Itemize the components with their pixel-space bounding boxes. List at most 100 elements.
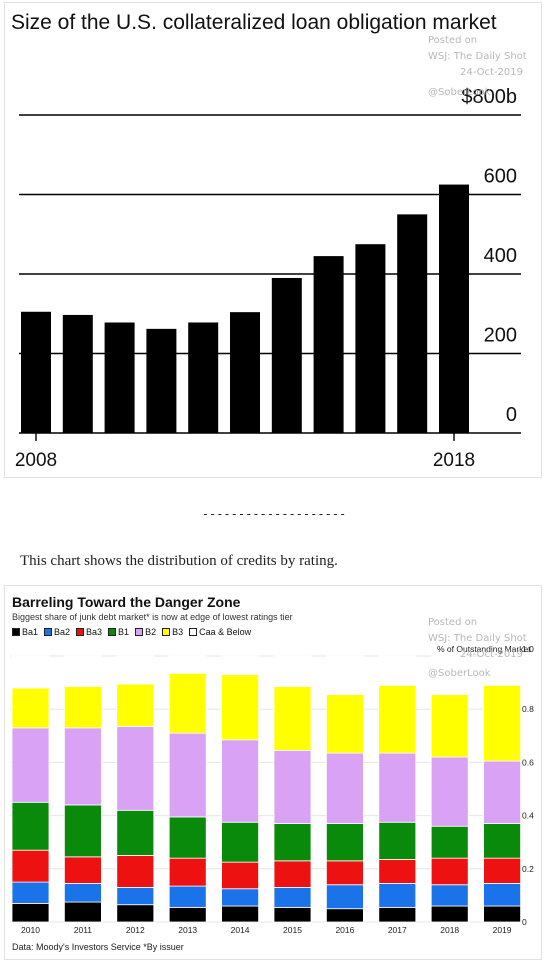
stacked-bar-segment <box>273 860 312 888</box>
watermark-source: WSJ: The Daily Shot <box>428 51 527 62</box>
stacked-bar-segment <box>116 904 155 923</box>
stacked-bar-segment <box>11 687 50 729</box>
watermark-source: WSJ: The Daily Shot <box>428 633 527 644</box>
y-tick-label: 0 <box>506 404 517 426</box>
y-tick-label: 600 <box>484 166 517 188</box>
stacked-bar-segment <box>64 686 102 729</box>
x-tick-label: 2018 <box>433 450 475 471</box>
bar <box>271 277 302 433</box>
y-tick-label: 0.2 <box>522 864 534 874</box>
stacked-bar-segment <box>221 674 260 741</box>
watermark-date: 24-Oct-2019 <box>460 649 523 660</box>
stacked-bar-segment <box>325 908 364 923</box>
stacked-bar-segment <box>273 906 312 923</box>
stacked-bar-segment <box>483 857 522 884</box>
chart-title: Barreling Toward the Danger Zone <box>12 594 241 610</box>
x-tick-label: 2017 <box>388 925 407 935</box>
stacked-bar-segment <box>483 883 522 907</box>
watermark-posted-on: Posted on <box>428 35 478 46</box>
y-tick-label: 0.8 <box>522 704 534 714</box>
legend-swatch <box>135 628 144 636</box>
x-tick-label: 2013 <box>178 925 197 935</box>
stacked-bar-segment <box>273 655 312 687</box>
chart-subtitle: Biggest share of junk debt market* is no… <box>12 612 293 622</box>
stacked-bar-segment <box>221 739 260 823</box>
bar <box>397 214 428 433</box>
stacked-bar-segment <box>378 906 417 923</box>
stacked-bar-segment <box>11 902 50 923</box>
legend-label: Ba1 <box>22 627 39 637</box>
legend-swatch <box>162 628 171 636</box>
ratings-stacked-bar-svg: 00.20.40.60.81.0% of Outstanding Market2… <box>10 644 534 935</box>
stacked-bar-segment <box>11 881 50 904</box>
y-tick-label: 0.6 <box>522 757 534 767</box>
stacked-bar-segment <box>430 884 469 907</box>
stacked-bar-segment <box>430 756 469 827</box>
stacked-bar-segment <box>325 823 364 862</box>
stacked-bar-segment <box>325 655 364 695</box>
x-tick-label: 2010 <box>21 925 40 935</box>
stacked-bar-segment <box>64 901 102 923</box>
stacked-bar-segment <box>378 752 417 823</box>
watermark-handle: @SoberLook <box>428 87 491 98</box>
bar <box>146 328 177 433</box>
bar <box>21 311 51 433</box>
legend-swatch <box>189 628 198 636</box>
stacked-bar-segment <box>430 905 469 923</box>
stacked-bar-segment <box>116 855 155 888</box>
stacked-bar-segment <box>116 655 155 685</box>
stacked-bar-segment <box>325 884 364 910</box>
stacked-bar-segment <box>325 860 364 886</box>
stacked-bar-segment <box>378 883 417 908</box>
ratings-distribution-chart: Barreling Toward the Danger Zone Biggest… <box>4 585 542 960</box>
x-tick-label: 2008 <box>15 450 57 471</box>
stacked-bar-segment <box>221 888 260 907</box>
y-tick-label: 200 <box>484 325 517 347</box>
stacked-bar-segment <box>483 905 522 923</box>
stacked-bar-segment <box>168 816 207 859</box>
stacked-bar-segment <box>221 861 260 890</box>
stacked-bar-segment <box>378 821 417 860</box>
stacked-bar-segment <box>64 856 102 884</box>
x-tick-label: 2014 <box>231 925 250 935</box>
stacked-bar-segment <box>11 801 50 851</box>
stacked-bar-segment <box>483 684 522 762</box>
stacked-bar-segment <box>483 655 522 686</box>
legend-label: Caa & Below <box>199 627 252 637</box>
stacked-bar-segment <box>11 655 50 689</box>
x-tick-label: 2012 <box>126 925 145 935</box>
bar <box>104 322 135 433</box>
x-tick-label: 2011 <box>74 925 93 935</box>
stacked-bar-segment <box>430 825 469 859</box>
y-tick-label: 0.4 <box>522 811 534 821</box>
stacked-bar-segment <box>483 760 522 824</box>
watermark-date: 24-Oct-2019 <box>460 67 523 78</box>
stacked-bar-segment <box>325 752 364 824</box>
stacked-bar-segment <box>221 905 260 923</box>
chart-legend: Ba1 Ba2 Ba3 B1 B2 B3 Caa & Below <box>12 627 251 637</box>
stacked-bar-segment <box>168 885 207 908</box>
y-tick-label: $800b <box>461 86 517 108</box>
legend-item: Ba2 <box>44 627 70 637</box>
stacked-bar-segment <box>116 887 155 906</box>
y-axis-label: % of Outstanding Market <box>437 644 531 654</box>
chart-title: Size of the U.S. collateralized loan obl… <box>11 11 497 34</box>
stacked-bar-segment <box>168 655 207 674</box>
watermark-handle: @SoberLook <box>428 668 491 679</box>
stacked-bar-segment <box>11 849 50 883</box>
stacked-bar-segment <box>483 823 522 859</box>
legend-item: Ba3 <box>76 627 102 637</box>
x-tick-label: 2019 <box>493 925 512 935</box>
legend-swatch <box>12 628 20 636</box>
bar <box>313 256 344 433</box>
legend-item: Ba1 <box>12 627 38 637</box>
stacked-bar-segment <box>378 859 417 884</box>
bar <box>355 244 386 433</box>
legend-label: B2 <box>145 627 157 637</box>
stacked-bar-segment <box>221 655 260 676</box>
bar <box>62 314 93 433</box>
y-tick-label: 0 <box>522 917 527 927</box>
bar <box>188 322 219 433</box>
legend-swatch <box>108 628 117 636</box>
bar <box>439 184 469 433</box>
